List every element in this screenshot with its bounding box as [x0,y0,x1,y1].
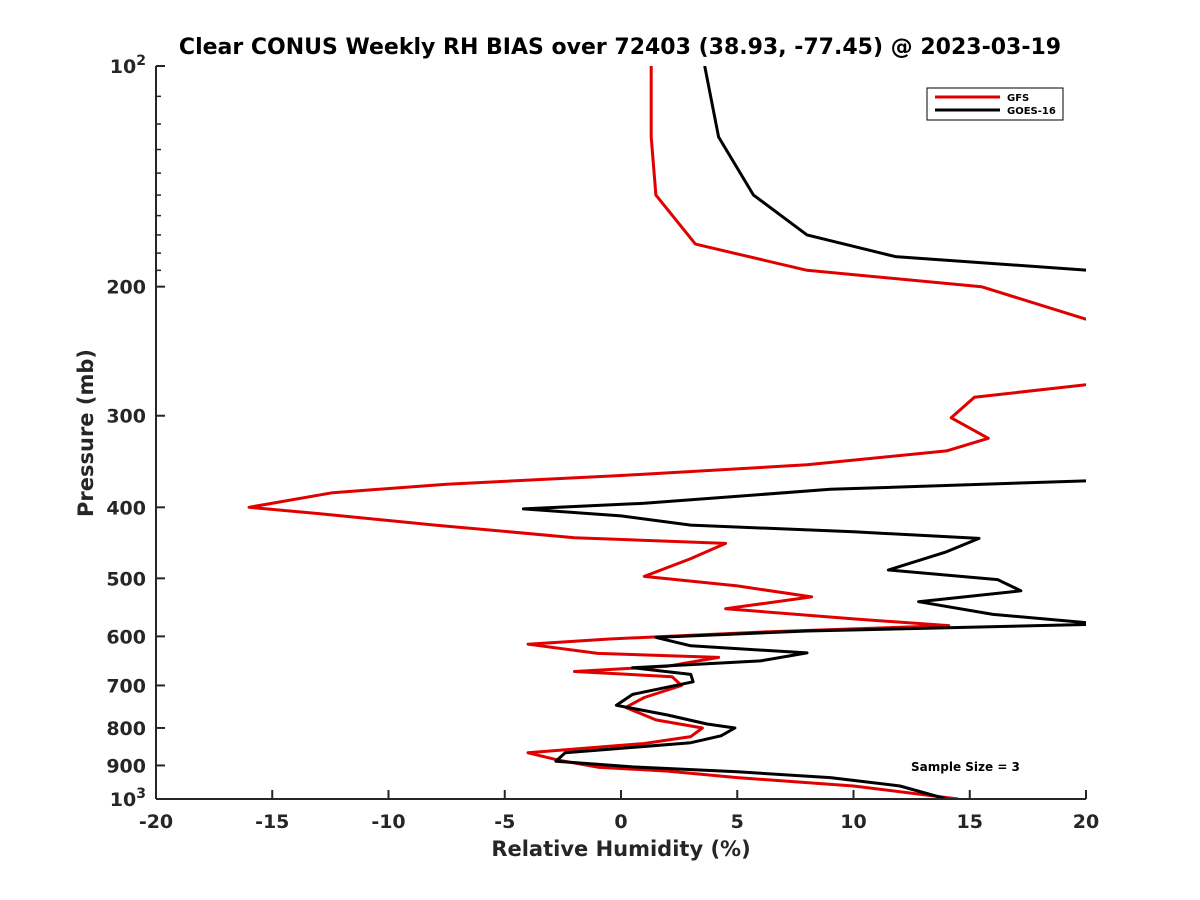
x-tick-label: -5 [494,811,515,833]
y-tick-label: 700 [106,675,146,697]
series-layer [247,66,1086,799]
chart-title: Clear CONUS Weekly RH BIAS over 72403 (3… [179,35,1061,60]
series-line-goes-16 [521,66,1086,799]
x-tick-label: 0 [614,811,627,833]
y-tick-label: 300 [106,406,146,428]
y-tick-label: 800 [106,718,146,740]
x-tick-label: 20 [1073,811,1099,833]
legend-label-goes-16: GOES-16 [1007,106,1056,117]
y-tick-label: 600 [106,626,146,648]
y-tick-label: 500 [106,568,146,590]
x-tick-label: -10 [371,811,405,833]
sample-size-annotation: Sample Size = 3 [911,760,1020,774]
y-tick-label: 900 [106,755,146,777]
x-tick-label: -15 [255,811,289,833]
legend-label-gfs: GFS [1007,93,1029,104]
y-tick-label: 400 [106,497,146,519]
y-tick-label: 103 [110,786,146,811]
x-axis-title: Relative Humidity (%) [491,837,750,861]
x-tick-label: 10 [840,811,866,833]
ticks-layer: -20 -15 -10 -5 0 5 10 15 20 102 200 300 400 500 600 700… [106,53,1099,833]
legend: GFS GOES-16 [926,87,1064,121]
series-line-gfs [247,66,1086,799]
y-tick-label: 102 [110,53,146,78]
x-tick-label: 15 [957,811,983,833]
y-axis-title: Pressure (mb) [74,349,98,517]
legend-box [926,87,1064,121]
y-tick-label: 200 [106,277,146,299]
x-tick-label: 5 [731,811,744,833]
plot-area [156,66,1086,799]
x-tick-label: -20 [139,811,173,833]
plot-frame [156,66,1086,799]
